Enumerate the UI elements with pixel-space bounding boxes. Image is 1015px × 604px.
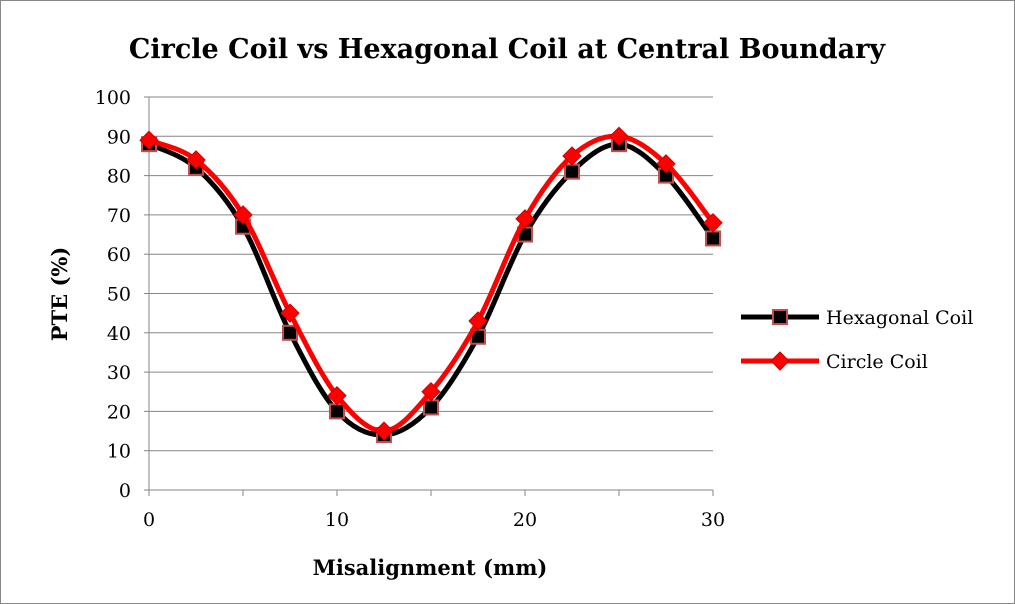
data-point-hexagonal-coil: [564, 163, 580, 180]
data-point-circle-coil: [562, 146, 582, 166]
grid-layer: [149, 96, 713, 491]
axis-layer: [144, 96, 714, 496]
series-layer: [139, 126, 723, 443]
x-tick-label: 20: [513, 509, 537, 531]
x-axis-title: Misalignment (mm): [313, 555, 548, 580]
data-point-circle-coil: [421, 382, 441, 402]
data-point-circle-coil: [656, 154, 676, 174]
data-point-circle-coil: [280, 303, 300, 323]
data-point-circle-coil: [186, 150, 206, 170]
legend-label-circle-coil: Circle Coil: [826, 351, 928, 373]
legend: Hexagonal Coil Circle Coil: [741, 307, 973, 373]
data-point-circle-coil: [703, 213, 723, 233]
tick-layer: 0 10 20 30 40 50 60 70 80 90 100 0 10 20 30: [95, 87, 725, 531]
data-point-circle-coil: [468, 311, 488, 331]
y-tick-label: 20: [107, 401, 131, 423]
data-point-circle-coil: [515, 209, 535, 229]
legend-marker-circle-coil: [770, 351, 790, 371]
y-tick-label: 40: [107, 323, 131, 345]
x-tick-label: 30: [701, 509, 725, 531]
y-tick-label: 0: [119, 480, 131, 502]
data-point-circle-coil: [374, 421, 394, 441]
y-tick-label: 50: [107, 284, 131, 306]
data-point-hexagonal-coil: [329, 403, 345, 420]
data-point-hexagonal-coil: [423, 399, 439, 416]
data-point-hexagonal-coil: [282, 324, 298, 341]
data-point-circle-coil: [327, 385, 347, 406]
y-tick-label: 100: [95, 87, 131, 109]
y-tick-label: 10: [107, 441, 131, 463]
y-tick-label: 60: [107, 244, 131, 266]
x-tick-label: 0: [143, 509, 155, 531]
legend-label-hexagonal-coil: Hexagonal Coil: [826, 307, 973, 329]
chart-title: Circle Coil vs Hexagonal Coil at Central…: [129, 34, 887, 65]
y-tick-label: 70: [107, 205, 131, 227]
data-point-hexagonal-coil: [705, 230, 721, 247]
data-point-circle-coil: [233, 205, 253, 225]
y-tick-label: 80: [107, 166, 131, 188]
data-point-circle-coil: [609, 126, 629, 147]
y-tick-label: 90: [107, 126, 131, 148]
legend-marker-hexagonal-coil: [772, 309, 788, 325]
y-tick-label: 30: [107, 362, 131, 384]
y-axis-title: PTE (%): [47, 247, 72, 342]
data-point-circle-coil: [139, 130, 159, 150]
x-tick-label: 10: [325, 509, 349, 531]
